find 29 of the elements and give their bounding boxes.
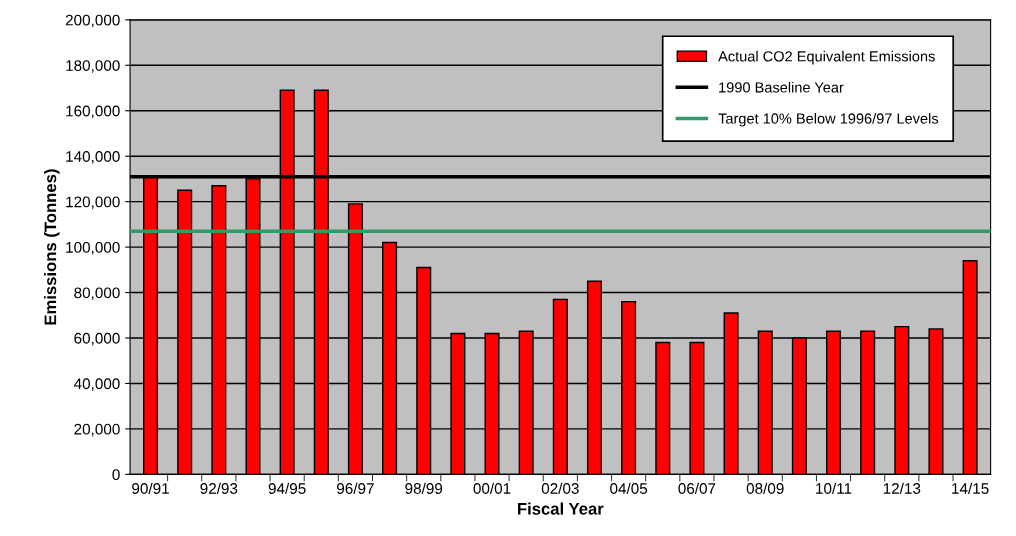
x-axis-title: Fiscal Year — [518, 502, 604, 515]
y-tick-label: 120,000 — [66, 196, 120, 210]
legend-label: Target 10% Below 1996/97 Levels — [718, 112, 939, 127]
x-tick-label: 12/13 — [883, 482, 921, 494]
y-tick-label: 0 — [112, 469, 120, 481]
x-tick-label: 96/97 — [337, 482, 374, 494]
x-tick-label: 00/01 — [473, 482, 511, 494]
x-tick-label: 94/95 — [268, 482, 306, 494]
y-tick-label: 40,000 — [73, 378, 120, 391]
legend-label: Actual CO2 Equivalent Emissions — [718, 50, 935, 65]
x-tick-label: 98/99 — [405, 482, 443, 494]
y-tick-label: 200,000 — [65, 14, 120, 28]
y-tick-label: 100,000 — [66, 241, 120, 255]
legend-label: 1990 Baseline Year — [719, 81, 844, 93]
y-axis-title: Emissions (Tonnes) — [44, 169, 60, 325]
x-tick-label: 06/07 — [678, 482, 716, 494]
x-tick-label: 90/91 — [132, 482, 169, 494]
y-tick-label: 140,000 — [66, 151, 120, 164]
x-tick-label: 14/15 — [952, 482, 989, 494]
x-tick-label: 04/05 — [610, 482, 648, 494]
x-tick-label: 08/09 — [746, 482, 784, 494]
y-tick-label: 180,000 — [66, 60, 120, 73]
y-tick-label: 60,000 — [74, 332, 120, 346]
x-tick-label: 10/11 — [816, 482, 852, 494]
y-tick-label: 80,000 — [74, 287, 120, 301]
y-tick-label: 160,000 — [66, 105, 120, 119]
x-tick-label: 02/03 — [541, 482, 579, 494]
x-tick-label: 92/93 — [200, 482, 238, 494]
y-tick-label: 20,000 — [74, 423, 120, 437]
